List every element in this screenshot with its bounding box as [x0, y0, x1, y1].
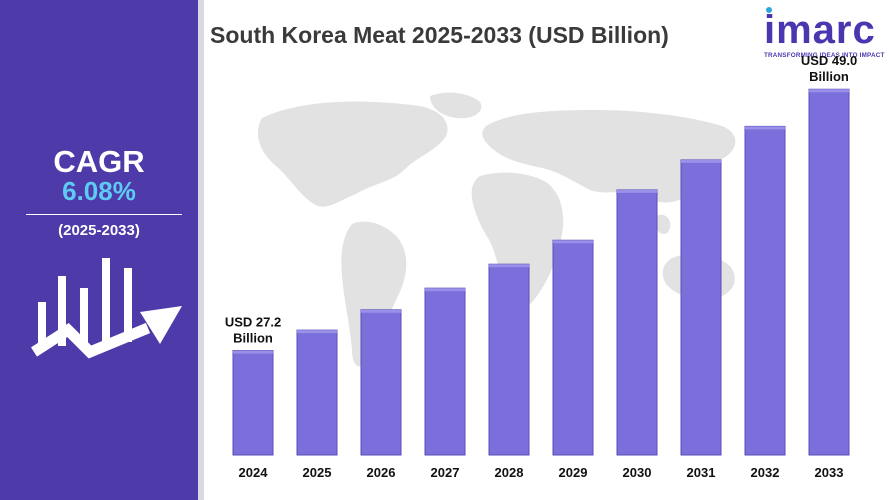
bar-cap	[681, 159, 721, 163]
cagr-value: 6.08%	[62, 176, 136, 206]
bar-2025	[296, 329, 338, 456]
chart-title: South Korea Meat 2025-2033 (USD Billion)	[210, 22, 669, 48]
bar-body	[744, 125, 786, 456]
x-tick-label: 2031	[687, 465, 716, 480]
bar-2028	[488, 263, 530, 456]
cagr-label: CAGR	[53, 144, 145, 179]
bar-2027	[424, 287, 466, 456]
bar-2030	[616, 189, 658, 456]
bar-cap	[553, 240, 593, 244]
growth-chart-icon	[31, 258, 182, 359]
x-tick-label: 2026	[367, 465, 396, 480]
bar-body	[232, 350, 274, 456]
panel-edge	[198, 0, 204, 500]
data-label: USD 27.2	[225, 315, 281, 330]
data-label: USD 49.0	[801, 53, 857, 68]
bar-body	[488, 263, 530, 456]
x-tick-label: 2032	[751, 465, 780, 480]
bar-cap	[361, 309, 401, 313]
x-tick-label: 2024	[239, 465, 269, 480]
cagr-divider	[26, 214, 182, 215]
logo-dot	[766, 7, 772, 13]
data-label: Billion	[233, 331, 273, 346]
bar-2026	[360, 309, 402, 456]
x-tick-label: 2025	[303, 465, 332, 480]
bar-body	[424, 287, 466, 456]
cagr-panel	[0, 0, 198, 500]
bar-cap	[297, 330, 337, 334]
bar-body	[680, 159, 722, 456]
x-tick-label: 2033	[815, 465, 844, 480]
bar-2031	[680, 159, 722, 456]
x-tick-label: 2027	[431, 465, 460, 480]
cagr-period: (2025-2033)	[58, 222, 140, 239]
logo-tagline: TRANSFORMING IDEAS INTO IMPACT	[764, 52, 885, 59]
bar-cap	[489, 264, 529, 268]
bar-cap	[233, 350, 273, 354]
x-tick-label: 2029	[559, 465, 588, 480]
x-tick-label: 2030	[623, 465, 652, 480]
bar-body	[616, 189, 658, 456]
data-label: Billion	[809, 69, 849, 84]
bar-body	[808, 88, 850, 456]
bar-2024	[232, 350, 274, 456]
x-tick-label: 2028	[495, 465, 524, 480]
bar-cap	[809, 89, 849, 93]
bar-cap	[617, 189, 657, 193]
bar-2029	[552, 239, 594, 456]
bar-body	[552, 239, 594, 456]
bar-body	[296, 329, 338, 456]
bar-2033	[808, 88, 850, 456]
bar-body	[360, 309, 402, 456]
bar-2032	[744, 125, 786, 456]
bar-cap	[745, 126, 785, 130]
bar-cap	[425, 288, 465, 292]
imarc-logo: imarc	[764, 8, 876, 52]
